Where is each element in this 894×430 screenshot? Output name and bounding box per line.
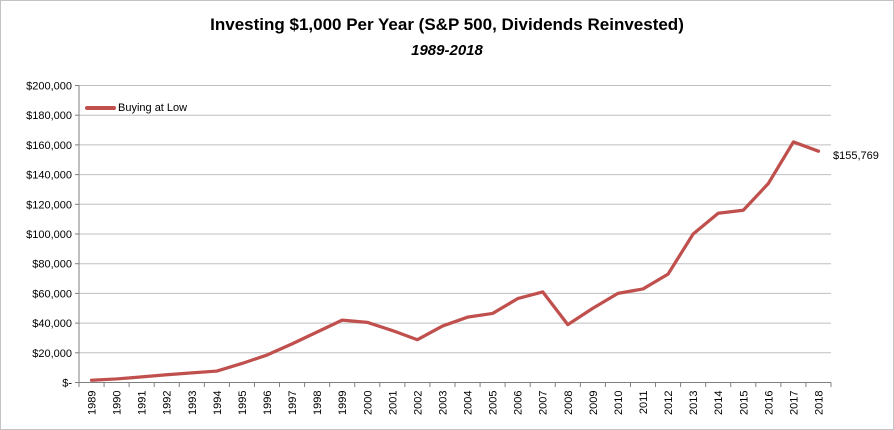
chart-title: Investing $1,000 Per Year (S&P 500, Divi…: [210, 15, 684, 34]
series-line-buying-at-low: [89, 140, 821, 382]
x-axis-tick-label: 2011: [638, 391, 650, 415]
x-axis-tick-label: 1989: [87, 391, 99, 415]
x-axis-tick-label: 2006: [513, 391, 525, 415]
x-axis-tick-label: 1992: [162, 391, 174, 415]
x-axis-tick-label: 1999: [337, 391, 349, 415]
x-axis-tick-label: 2005: [488, 391, 500, 415]
legend-line-swatch: [85, 106, 116, 110]
x-axis-tick-label: 2018: [813, 391, 825, 415]
x-axis-tick-label: 2000: [362, 391, 374, 415]
x-axis-tick-label: 2008: [563, 391, 575, 415]
y-axis-tick-label: $100,000: [26, 229, 72, 241]
legend: Buying at Low: [85, 101, 187, 115]
x-axis-tick-label: 2014: [713, 391, 725, 415]
legend-label: Buying at Low: [118, 102, 188, 114]
x-axis-tick-label: 1993: [187, 391, 199, 415]
x-axis-tick-label: 1998: [312, 391, 324, 415]
y-axis-tick-label: $200,000: [26, 81, 72, 93]
data-label-final-value: $155,769: [833, 150, 879, 162]
x-axis-tick-label: 2017: [788, 391, 800, 415]
x-axis-tick-label: 1991: [137, 391, 149, 415]
x-axis-tick-label: 2016: [763, 391, 775, 415]
x-axis-tick-label: 2012: [663, 391, 675, 415]
y-axis-tick-label: $160,000: [26, 140, 72, 152]
chart-subtitle: 1989-2018: [411, 42, 483, 59]
y-axis-tick-label: $60,000: [32, 288, 72, 300]
x-axis-tick-label: 2001: [387, 391, 399, 415]
x-axis-tick-label: 2015: [738, 391, 750, 415]
x-axis-tick-label: 1994: [212, 391, 224, 415]
y-axis-tick-label: $180,000: [26, 110, 72, 122]
x-axis-tick-label: 2002: [412, 391, 424, 415]
x-axis-tick-label: 2004: [463, 391, 475, 415]
y-axis-tick-label: $120,000: [26, 199, 72, 211]
y-axis-tick-label: $80,000: [32, 259, 72, 271]
x-axis-tick-label: 1990: [112, 391, 124, 415]
y-axis-tick-label: $40,000: [32, 318, 72, 330]
x-axis-tick-label: 2007: [538, 391, 550, 415]
x-axis-tick-label: 1996: [262, 391, 274, 415]
y-axis-tick-label: $-: [62, 378, 72, 390]
x-axis-tick-label: 2009: [588, 391, 600, 415]
x-axis-tick-label: 2013: [688, 391, 700, 415]
x-axis-tick-label: 2003: [437, 391, 449, 415]
x-axis-tick-label: 1997: [287, 391, 299, 415]
x-axis-tick-label: 2010: [613, 391, 625, 415]
x-axis-tick-label: 1995: [237, 391, 249, 415]
y-axis-tick-label: $20,000: [32, 348, 72, 360]
y-axis-tick-label: $140,000: [26, 170, 72, 182]
